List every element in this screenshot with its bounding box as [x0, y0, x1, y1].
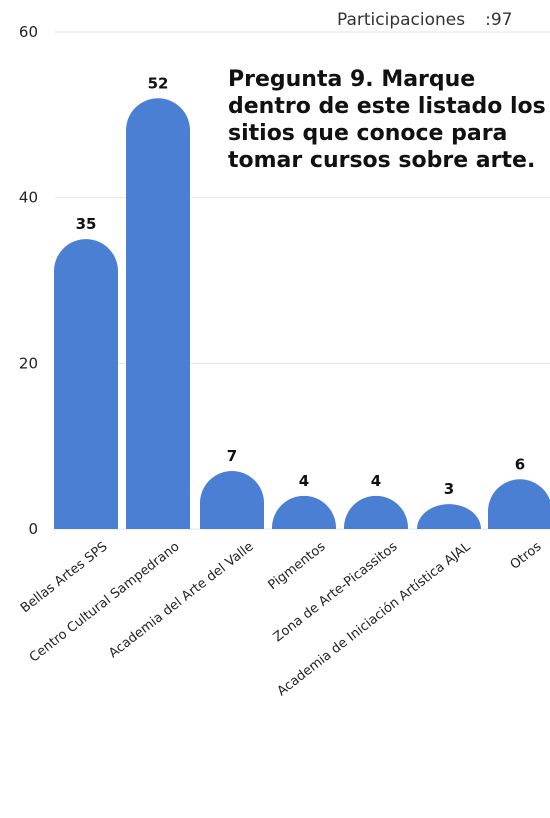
participation-value: 97: [490, 10, 513, 30]
bar: [488, 479, 550, 529]
bar-value-label: 7: [227, 447, 237, 465]
bar: [344, 495, 408, 529]
bar-value-label: 4: [371, 472, 381, 490]
y-tick-label: 20: [19, 354, 38, 372]
category-label: Otros: [508, 539, 545, 573]
category-label: Centro Cultural Sampedrano: [27, 539, 183, 665]
participation-separator: :: [485, 10, 491, 30]
bar: [272, 495, 336, 529]
bar-value-label: 4: [299, 472, 309, 490]
y-axis-tick-labels: 0 20 40 60: [19, 23, 38, 538]
category-label: Zona de Arte-Picassitos: [271, 539, 401, 645]
bar: [200, 471, 264, 529]
bar: [126, 98, 190, 529]
bar-value-label: 3: [444, 480, 454, 498]
y-tick-label: 40: [19, 189, 38, 207]
participation-count: Participaciones:97: [337, 10, 513, 30]
bar-value-label: 52: [148, 74, 169, 92]
category-label: Academia del Arte del Valle: [106, 539, 256, 661]
value-labels: 35 52 7 4 4 3 6: [76, 74, 526, 498]
participation-label: Participaciones: [337, 10, 466, 30]
y-tick-label: 60: [19, 23, 38, 41]
category-label: Pigmentos: [266, 539, 329, 593]
y-tick-label: 0: [28, 520, 38, 538]
bar: [54, 239, 118, 529]
bar-value-label: 6: [515, 455, 525, 473]
bar: [417, 504, 481, 529]
question-text: Pregunta 9. Marque dentro de este listad…: [228, 67, 546, 173]
bars: [54, 98, 550, 529]
bar-value-label: 35: [76, 215, 97, 233]
